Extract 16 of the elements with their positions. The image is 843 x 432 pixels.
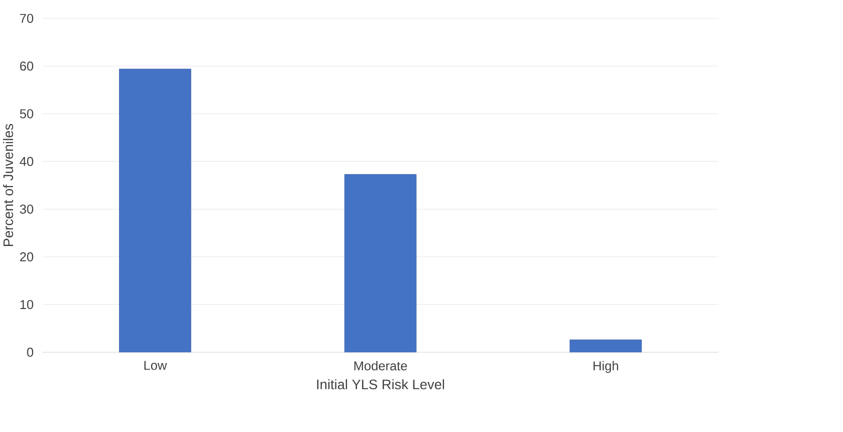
y-tick-label: 30 [20, 204, 34, 214]
x-axis-title: Initial YLS Risk Level [317, 379, 444, 390]
y-tick-label: 40 [20, 156, 34, 166]
y-tick-label: 60 [20, 61, 34, 71]
x-tick-label: Low [144, 360, 167, 370]
x-tick-label: High [594, 360, 618, 373]
bar [344, 174, 416, 352]
y-tick-label: 0 [27, 348, 34, 357]
y-tick-label: 10 [20, 300, 34, 309]
y-axis-title: Percent of Juveniles [3, 124, 14, 246]
x-tick-label: Moderate [354, 360, 407, 370]
y-tick-label: 70 [20, 14, 34, 23]
y-tick-label: 50 [20, 109, 34, 118]
y-tick-label: 20 [20, 252, 34, 262]
bar [119, 68, 192, 352]
bar [570, 340, 642, 352]
